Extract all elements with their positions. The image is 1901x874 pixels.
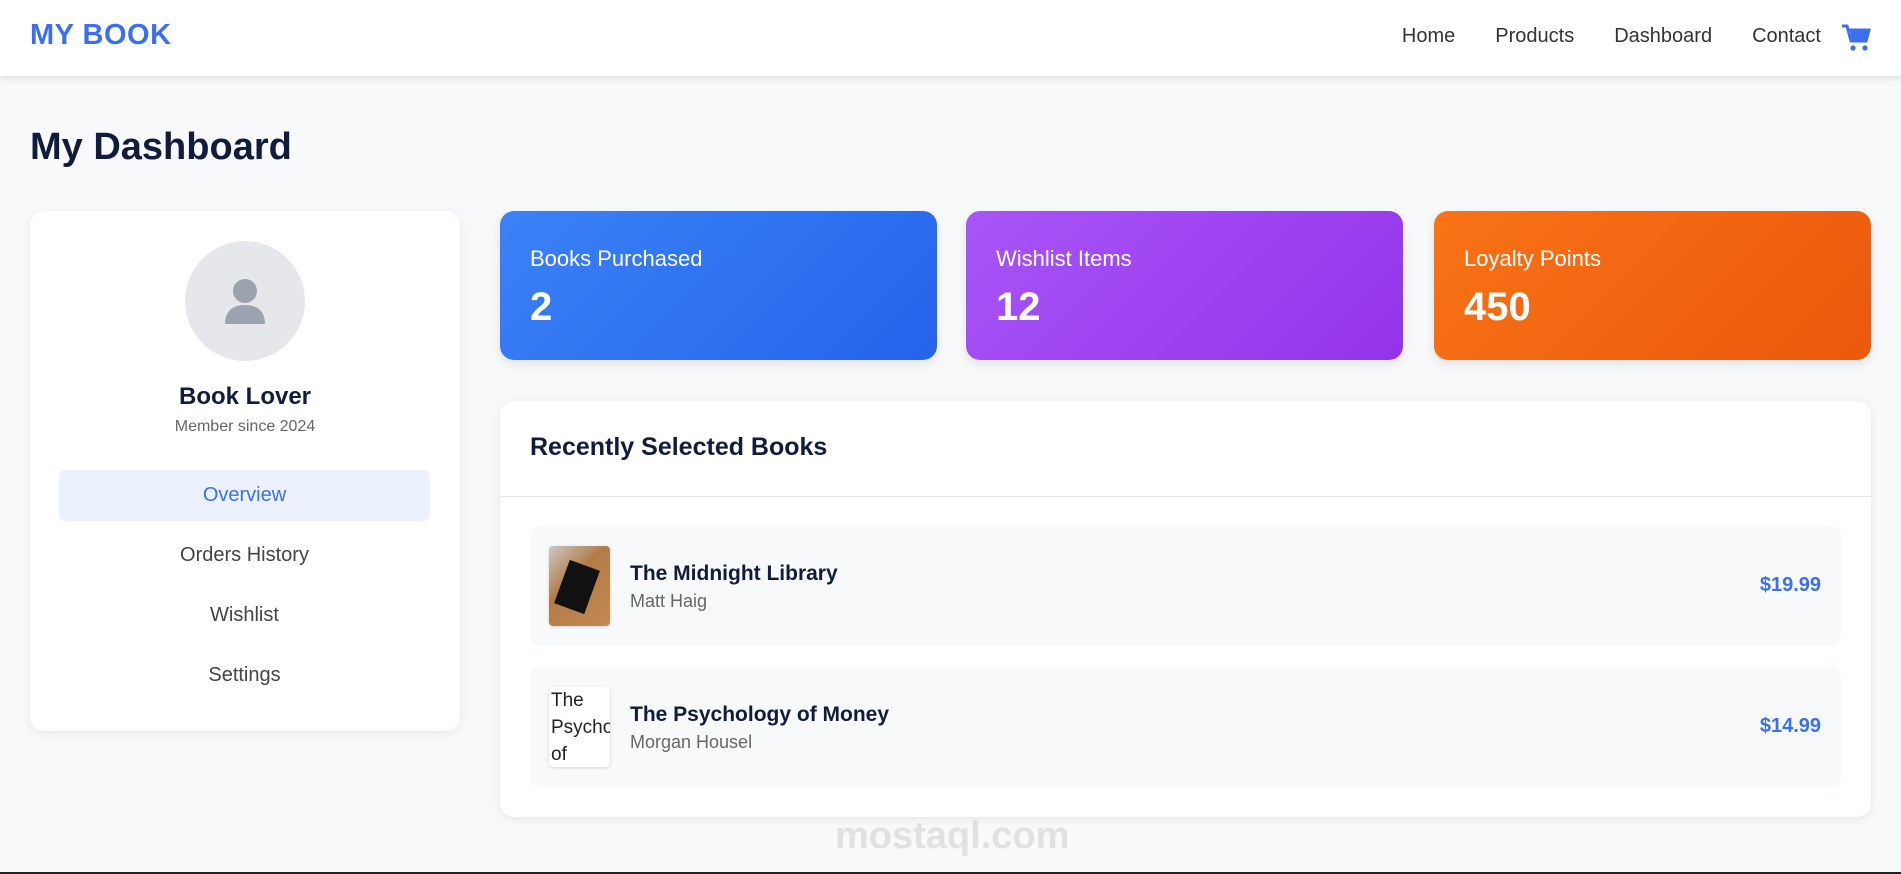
book-title[interactable]: The Psychology of Money (630, 703, 890, 726)
logo[interactable]: MY BOOK (30, 19, 172, 51)
book-price: $19.99 (1759, 574, 1821, 596)
user-name: Book Lover (178, 383, 312, 410)
recent-books-panel: Recently Selected Books The Midnight Lib… (500, 401, 1871, 817)
book-price: $14.99 (1759, 715, 1821, 737)
nav-dashboard[interactable]: Dashboard (1614, 25, 1713, 47)
stat-wishlist-items: Wishlist Items 12 (966, 211, 1403, 360)
stat-value: 450 (1464, 285, 1531, 329)
menu-settings[interactable]: Settings (208, 664, 281, 686)
stat-books-purchased: Books Purchased 2 (500, 211, 937, 360)
cart-icon[interactable] (1841, 24, 1871, 52)
menu-orders-history[interactable]: Orders History (180, 544, 309, 566)
menu-overview[interactable]: Overview (59, 470, 430, 521)
list-item[interactable]: The Midnight Library Matt Haig $19.99 (530, 526, 1841, 646)
book-author: Matt Haig (630, 591, 708, 611)
stat-label: Wishlist Items (996, 246, 1132, 271)
stat-value: 12 (996, 285, 1041, 329)
book-cover-broken: The Psychology of Money (549, 687, 610, 767)
navbar: MY BOOK Home Products Dashboard Contact (0, 0, 1901, 76)
profile-card: Book Lover Member since 2024 Overview Or… (30, 211, 460, 731)
nav-home[interactable]: Home (1401, 25, 1456, 47)
stat-label: Books Purchased (530, 246, 703, 271)
panel-title: Recently Selected Books (530, 433, 828, 461)
watermark: mostaql.com (835, 815, 1070, 857)
nav-products[interactable]: Products (1495, 25, 1575, 47)
list-item[interactable]: The Psychology of Money The Psychology o… (530, 667, 1841, 787)
book-author: Morgan Housel (630, 732, 753, 752)
nav-contact[interactable]: Contact (1752, 25, 1821, 47)
stat-loyalty-points: Loyalty Points 450 (1434, 211, 1871, 360)
member-since: Member since 2024 (174, 418, 316, 435)
page-title: My Dashboard (30, 126, 292, 168)
bottom-border (0, 872, 1901, 874)
avatar (185, 241, 305, 361)
book-title[interactable]: The Midnight Library (630, 562, 838, 585)
user-icon (225, 279, 265, 324)
book-cover (549, 546, 610, 626)
divider (500, 496, 1871, 497)
stat-label: Loyalty Points (1464, 246, 1601, 271)
stat-value: 2 (530, 285, 553, 329)
menu-wishlist[interactable]: Wishlist (210, 604, 279, 626)
